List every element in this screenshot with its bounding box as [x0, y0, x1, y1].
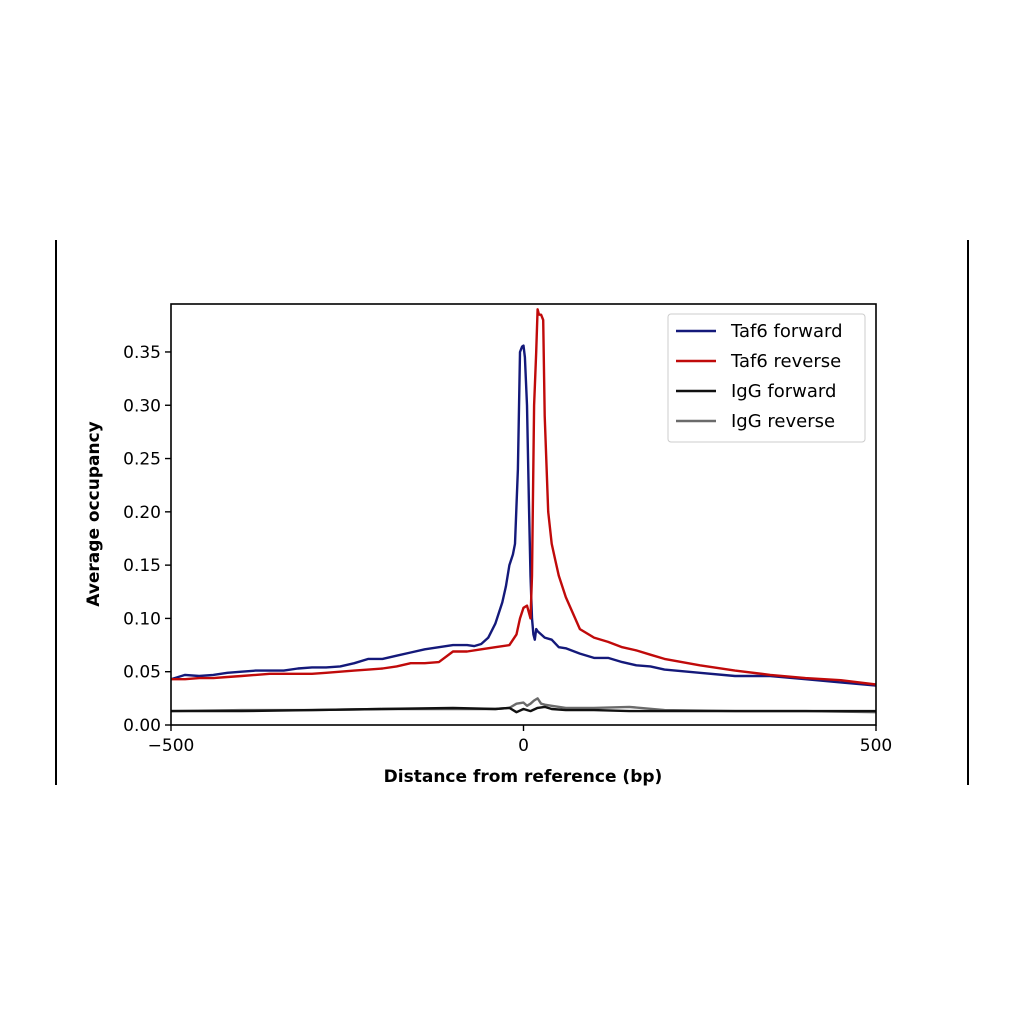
legend-label: IgG reverse [731, 411, 835, 432]
y-tick-label: 0.25 [123, 450, 161, 470]
legend-label: Taf6 forward [730, 321, 843, 342]
y-tick-label: 0.35 [123, 343, 161, 363]
y-tick-label: 0.30 [123, 396, 161, 416]
legend-label: Taf6 reverse [730, 351, 841, 372]
series-line-igg-forward [171, 705, 876, 714]
x-axis-title: Distance from reference (bp) [384, 767, 663, 787]
series-line-taf6-forward [171, 344, 876, 687]
y-tick-label: 0.15 [123, 556, 161, 576]
x-tick-label: 0 [518, 736, 529, 756]
y-axis-title: Average occupancy [84, 421, 104, 606]
axis-ticks: −500 0 500 0.00 0.05 0.10 0.15 0.20 0.25 0.30 0.35 [123, 343, 892, 756]
series-line-taf6-reverse [171, 308, 876, 686]
y-tick-label: 0.05 [123, 663, 161, 683]
y-tick-label: 0.10 [123, 609, 161, 629]
legend-label: IgG forward [731, 381, 836, 402]
legend: Taf6 forward Taf6 reverse IgG forward IgG r… [667, 313, 866, 443]
x-tick-label: 500 [860, 736, 892, 756]
legend-box [667, 313, 866, 443]
y-tick-label: 0.00 [123, 716, 161, 736]
y-tick-label: 0.20 [123, 503, 161, 523]
x-tick-label: −500 [148, 736, 195, 756]
